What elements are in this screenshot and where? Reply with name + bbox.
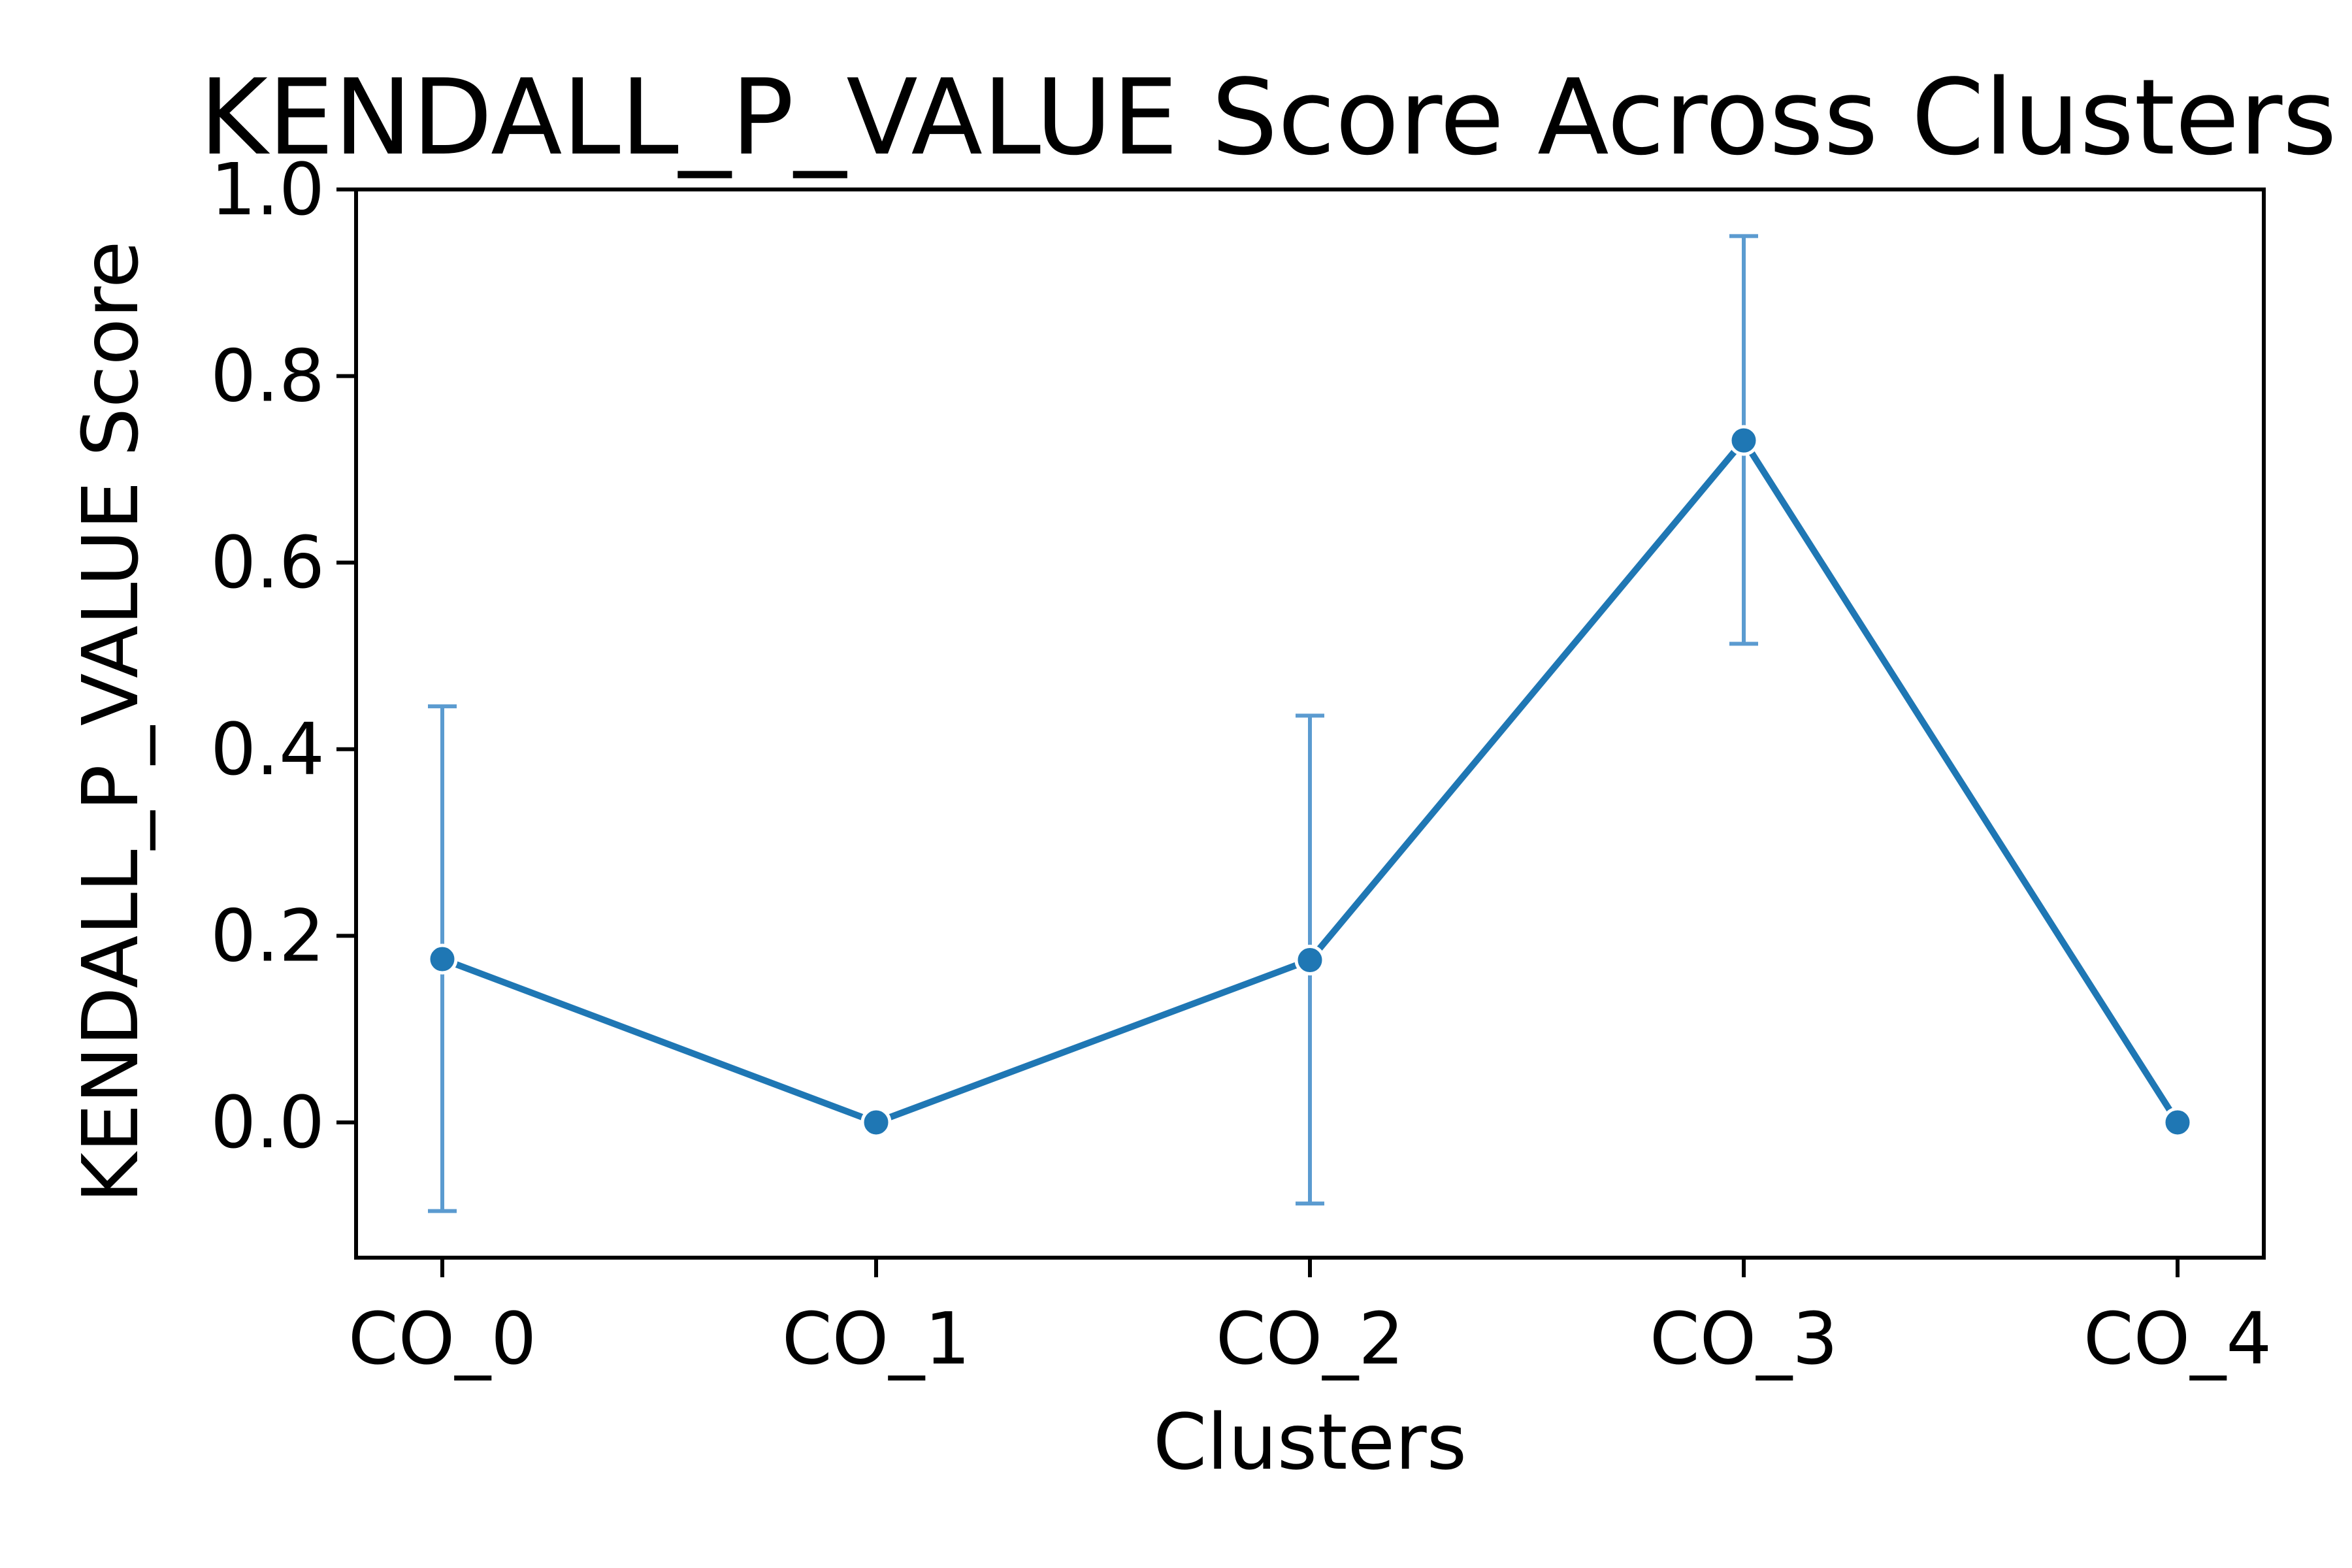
x-tick-label: CO_3 [1650, 1297, 1838, 1380]
y-tick-label: 0.6 [210, 521, 325, 604]
x-axis-label: Clusters [1153, 1397, 1467, 1487]
y-tick-label: 0.8 [210, 335, 325, 418]
chart-title: KENDALL_P_VALUE Score Across Clusters [199, 56, 2337, 178]
plot-area: 0.0 0.2 0.4 0.6 0.8 1.0 CO_0 CO_1 CO_2 CO_3 CO_4 [210, 148, 2272, 1380]
x-tick-label: CO_1 [782, 1297, 970, 1380]
x-tick-label: CO_0 [348, 1297, 536, 1380]
y-tick-label: 1.0 [210, 148, 325, 231]
y-tick-label: 0.0 [210, 1081, 325, 1164]
x-tick-label: CO_2 [1216, 1297, 1404, 1380]
data-point [2162, 1107, 2193, 1138]
data-point [427, 943, 458, 975]
y-axis-label: KENDALL_P_VALUE Score [65, 240, 155, 1203]
data-point [1728, 425, 1759, 456]
x-tick-label: CO_4 [2083, 1297, 2272, 1380]
data-point [1294, 944, 1326, 975]
data-point [860, 1107, 892, 1138]
y-tick-label: 0.4 [210, 708, 325, 791]
y-tick-label: 0.2 [210, 894, 325, 977]
